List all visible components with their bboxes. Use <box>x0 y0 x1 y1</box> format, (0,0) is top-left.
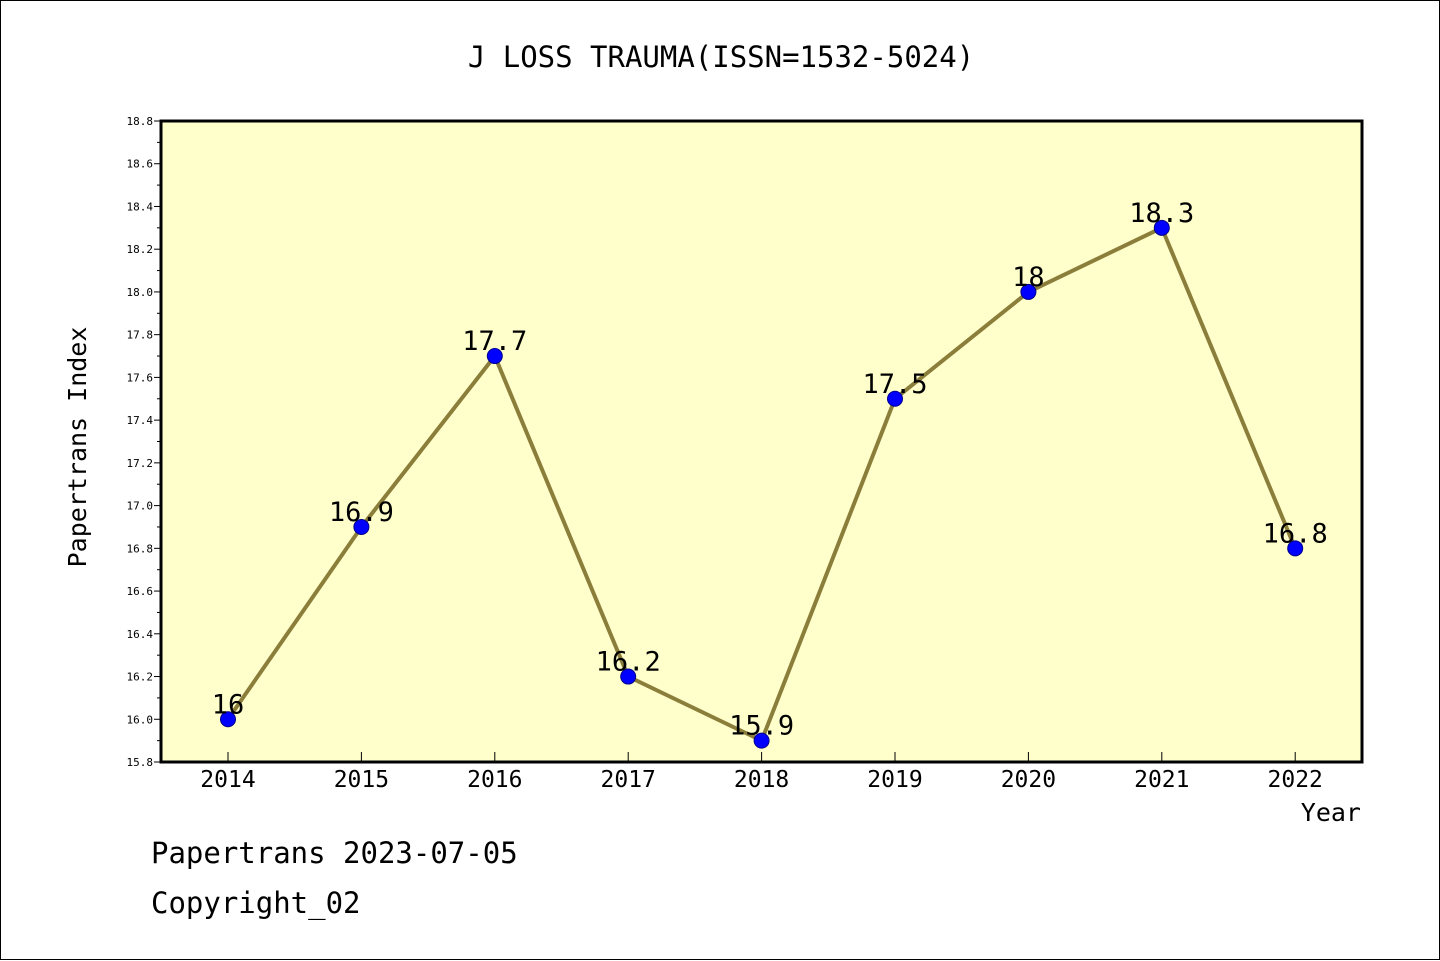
data-point <box>486 348 503 365</box>
data-point <box>220 711 236 728</box>
y-tick-label: 18.6 <box>127 158 154 171</box>
y-axis-label: Papertrans Index <box>63 327 92 568</box>
x-tick-label: 2020 <box>1001 767 1056 793</box>
data-label: 16.9 <box>329 497 394 528</box>
data-label: 16 <box>212 689 245 720</box>
y-tick-label: 17.8 <box>127 329 154 342</box>
y-tick-label: 18.0 <box>127 286 154 299</box>
y-tick-label: 17.2 <box>127 457 154 470</box>
y-tick-label: 16.2 <box>127 671 154 684</box>
data-label: 16.8 <box>1263 518 1328 549</box>
data-point <box>1153 219 1170 236</box>
y-axis: 15.8 16.0 16.2 16.4 16.6 16.8 17.0 17.2 17.4 17.6… <box>127 115 161 769</box>
footer-date: Papertrans 2023-07-05 <box>151 836 518 870</box>
y-tick-label: 16.4 <box>127 628 154 641</box>
y-tick-label: 18.4 <box>127 200 154 213</box>
y-tick-label: 17.6 <box>127 371 154 384</box>
x-tick-label: 2016 <box>467 767 522 793</box>
y-tick-label: 17.4 <box>127 414 154 427</box>
data-point <box>887 390 903 407</box>
data-point <box>753 732 770 749</box>
data-label: 17.7 <box>462 326 527 357</box>
x-tick-label: 2018 <box>734 767 789 793</box>
y-tick-label: 16.6 <box>127 585 154 598</box>
data-point <box>353 518 370 535</box>
y-tick-label: 18.8 <box>127 115 154 128</box>
x-tick-label: 2022 <box>1268 767 1323 793</box>
data-label: 18 <box>1012 262 1045 293</box>
data-label: 16.2 <box>596 647 661 678</box>
y-tick-label: 17.0 <box>127 500 154 513</box>
y-tick-label: 16.8 <box>127 542 154 555</box>
series-layer: 16 16.9 17.7 16.2 15.9 17.5 18 18.3 16.8 <box>212 198 1328 749</box>
y-tick-label: 16.0 <box>127 713 154 726</box>
data-point <box>620 668 637 685</box>
x-tick-label: 2015 <box>334 767 389 793</box>
footer-copyright: Copyright_02 <box>151 886 361 920</box>
data-label: 15.9 <box>729 711 794 742</box>
x-tick-label: 2014 <box>200 767 255 793</box>
x-tick-label: 2019 <box>867 767 922 793</box>
x-tick-label: 2021 <box>1134 767 1189 793</box>
data-label: 17.5 <box>862 369 927 400</box>
data-label: 18.3 <box>1129 198 1194 229</box>
y-tick-label: 18.2 <box>127 243 154 256</box>
x-axis: 2014 2015 2016 2017 2018 2019 2020 2021 2022 <box>200 752 1323 793</box>
data-point <box>1287 540 1304 557</box>
x-axis-label: Year <box>1301 798 1361 827</box>
chart-title: J LOSS TRAUMA(ISSN=1532-5024) <box>468 40 974 74</box>
data-point <box>1020 283 1037 300</box>
x-tick-label: 2017 <box>601 767 656 793</box>
y-tick-label: 15.8 <box>127 756 154 769</box>
